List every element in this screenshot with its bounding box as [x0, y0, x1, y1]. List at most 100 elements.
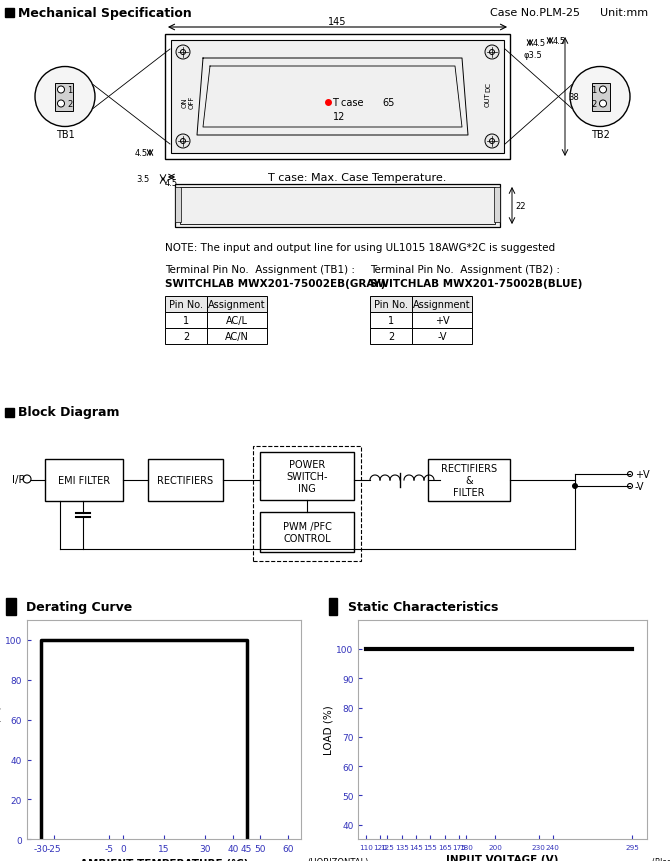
- Text: (HORIZONTAL): (HORIZONTAL): [307, 857, 368, 861]
- Bar: [412, 297, 472, 313]
- Bar: [253, 447, 361, 561]
- Bar: [175, 188, 181, 223]
- Text: Static Characteristics: Static Characteristics: [348, 600, 498, 613]
- Bar: [175, 185, 500, 228]
- Text: Pin No.: Pin No.: [169, 300, 203, 310]
- Bar: [370, 297, 412, 313]
- Bar: [494, 188, 500, 223]
- Text: RECTIFIERS
&
FILTER: RECTIFIERS & FILTER: [441, 464, 497, 497]
- Text: Derating Curve: Derating Curve: [25, 600, 132, 613]
- Bar: [412, 329, 472, 344]
- Bar: [328, 598, 337, 615]
- X-axis label: INPUT VOLTAGE (V): INPUT VOLTAGE (V): [446, 854, 559, 861]
- Text: TB2: TB2: [590, 130, 610, 140]
- Text: 3.5: 3.5: [137, 176, 150, 184]
- Bar: [165, 329, 207, 344]
- Text: OFF: OFF: [189, 96, 195, 109]
- Text: OUT: OUT: [485, 92, 491, 107]
- Text: 145: 145: [328, 17, 347, 27]
- Bar: [370, 313, 412, 329]
- Text: TB1: TB1: [56, 130, 74, 140]
- Circle shape: [485, 46, 499, 60]
- X-axis label: AMBIENT TEMPERATURE (°C): AMBIENT TEMPERATURE (°C): [80, 858, 249, 861]
- Text: -V: -V: [635, 481, 645, 492]
- Bar: [207, 297, 267, 313]
- Text: 65: 65: [383, 97, 395, 108]
- Text: Assignment: Assignment: [413, 300, 471, 310]
- Text: SWITCHLAB MWX201-75002B(BLUE): SWITCHLAB MWX201-75002B(BLUE): [370, 279, 582, 288]
- Text: 1: 1: [183, 316, 189, 325]
- Text: Assignment: Assignment: [208, 300, 266, 310]
- Circle shape: [58, 101, 64, 108]
- Circle shape: [58, 87, 64, 94]
- Text: -V: -V: [438, 331, 447, 342]
- Bar: [165, 35, 510, 160]
- Text: φ3.5: φ3.5: [524, 51, 543, 59]
- Bar: [592, 84, 610, 111]
- Text: AC/L: AC/L: [226, 316, 248, 325]
- Text: SWITCHLAB MWX201-75002EB(GRAY): SWITCHLAB MWX201-75002EB(GRAY): [165, 279, 385, 288]
- Bar: [148, 460, 223, 501]
- Y-axis label: LOAD (%): LOAD (%): [324, 705, 334, 754]
- Bar: [370, 329, 412, 344]
- Bar: [7, 598, 16, 615]
- Text: 4.5: 4.5: [533, 39, 546, 47]
- Text: Pin No.: Pin No.: [374, 300, 408, 310]
- Text: ON: ON: [182, 97, 188, 108]
- Text: 2: 2: [68, 100, 72, 108]
- Text: (Blank type): (Blank type): [653, 857, 670, 861]
- Circle shape: [176, 46, 190, 60]
- Bar: [260, 453, 354, 500]
- Circle shape: [572, 483, 578, 489]
- Text: 4.5: 4.5: [164, 179, 178, 189]
- Text: Mechanical Specification: Mechanical Specification: [18, 7, 192, 20]
- Circle shape: [176, 135, 190, 149]
- Text: POWER
SWITCH-
ING: POWER SWITCH- ING: [286, 460, 328, 493]
- Text: RECTIFIERS: RECTIFIERS: [157, 475, 214, 486]
- Text: Block Diagram: Block Diagram: [18, 406, 119, 419]
- Bar: [260, 512, 354, 553]
- Bar: [45, 460, 123, 501]
- Text: Case No.PLM-25: Case No.PLM-25: [490, 8, 580, 18]
- Bar: [5, 408, 14, 418]
- Text: EMI FILTER: EMI FILTER: [58, 475, 110, 486]
- Bar: [171, 41, 504, 154]
- Text: DC: DC: [485, 83, 491, 92]
- Text: 22: 22: [515, 201, 525, 211]
- Circle shape: [485, 135, 499, 149]
- Bar: [165, 313, 207, 329]
- Text: +V: +V: [635, 469, 650, 480]
- Text: +V: +V: [435, 316, 450, 325]
- Circle shape: [600, 87, 606, 94]
- Bar: [207, 329, 267, 344]
- Text: 38: 38: [568, 93, 579, 102]
- Text: Terminal Pin No.  Assignment (TB2) :: Terminal Pin No. Assignment (TB2) :: [370, 264, 560, 275]
- Text: T case: T case: [332, 97, 364, 108]
- Text: 2: 2: [592, 100, 596, 108]
- Bar: [55, 84, 73, 111]
- Text: Unit:mm: Unit:mm: [600, 8, 648, 18]
- Text: T case: Max. Case Temperature.: T case: Max. Case Temperature.: [268, 173, 447, 183]
- Text: NOTE: The input and output line for using UL1015 18AWG*2C is suggested: NOTE: The input and output line for usin…: [165, 243, 555, 253]
- Text: 1: 1: [592, 86, 596, 95]
- Text: 1: 1: [68, 86, 72, 95]
- Text: 4.5: 4.5: [135, 148, 148, 158]
- Circle shape: [600, 101, 606, 108]
- Text: I/P: I/P: [12, 474, 25, 485]
- Text: 2: 2: [183, 331, 189, 342]
- Circle shape: [570, 67, 630, 127]
- Bar: [180, 188, 495, 225]
- Text: 12: 12: [332, 113, 345, 122]
- Text: 4.5: 4.5: [553, 38, 566, 46]
- Circle shape: [35, 67, 95, 127]
- Bar: [5, 9, 14, 18]
- Text: PWM /PFC
CONTROL: PWM /PFC CONTROL: [283, 522, 332, 543]
- Bar: [207, 313, 267, 329]
- Text: Terminal Pin No.  Assignment (TB1) :: Terminal Pin No. Assignment (TB1) :: [165, 264, 355, 275]
- Y-axis label: LOAD (%): LOAD (%): [0, 705, 2, 754]
- Text: AC/N: AC/N: [225, 331, 249, 342]
- Bar: [165, 297, 207, 313]
- Text: 2: 2: [388, 331, 394, 342]
- Bar: [412, 313, 472, 329]
- Text: 1: 1: [388, 316, 394, 325]
